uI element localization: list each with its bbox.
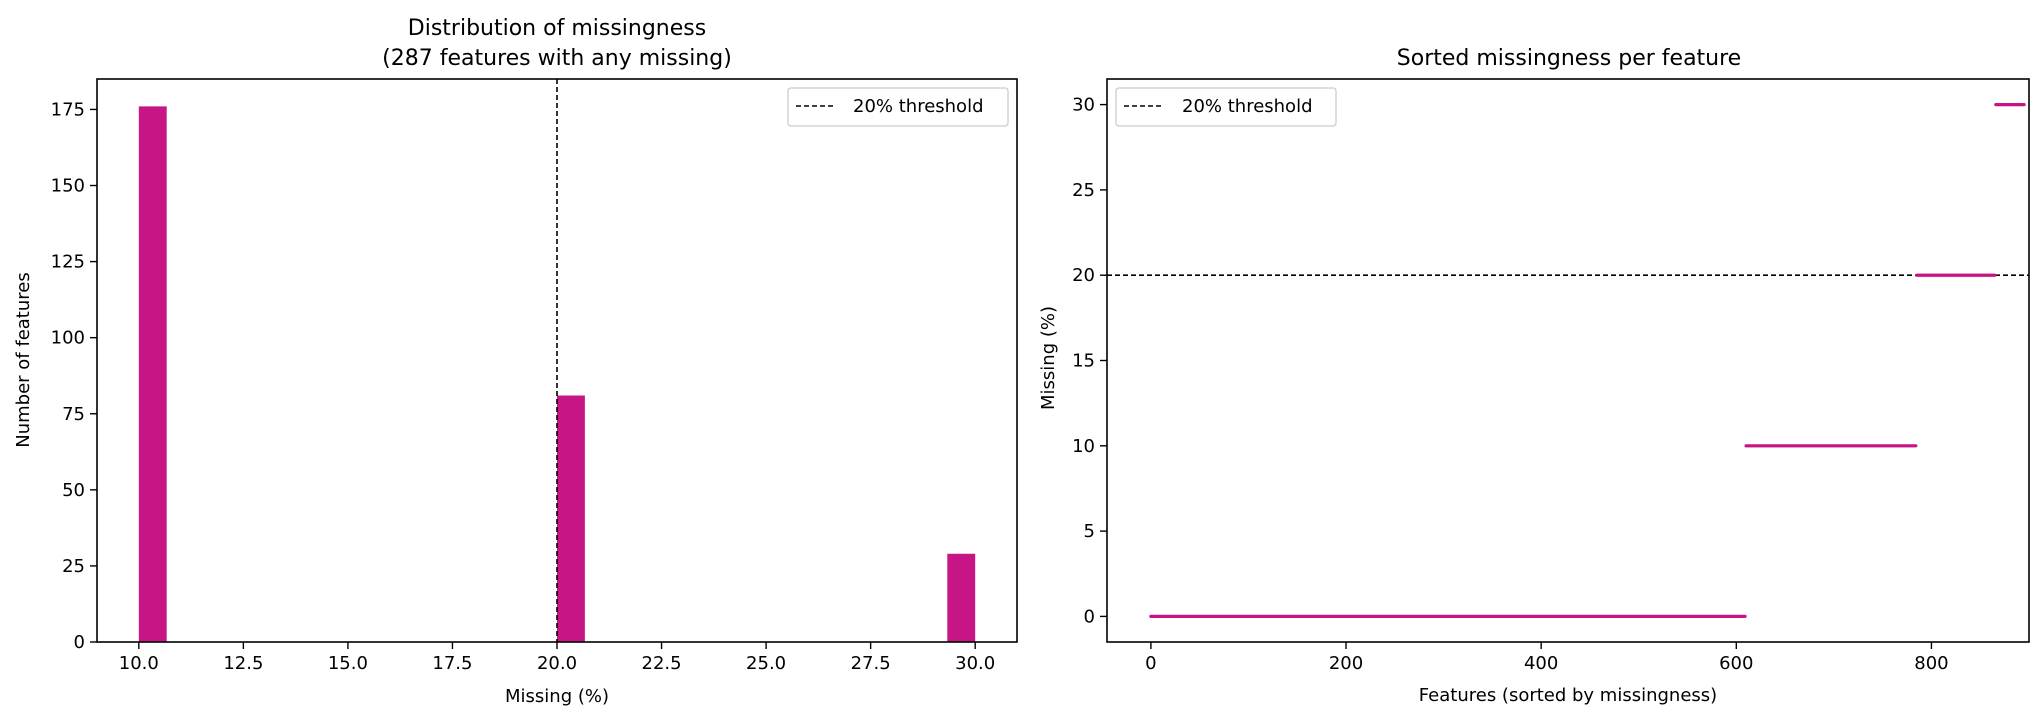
chart1-x-tick-label: 12.5 (223, 653, 263, 674)
chart2-plot-frame (1106, 78, 2030, 643)
chart2-x-tick-label: 200 (1329, 653, 1363, 674)
data-point (1993, 273, 1997, 277)
points-group-3 (1994, 102, 2026, 107)
histogram-bar-0 (138, 106, 167, 643)
chart2-y-tick-label: 20 (1072, 265, 1095, 286)
chart2-x-tick-label: 0 (1145, 653, 1156, 674)
chart1-y-tick-label: 100 (51, 328, 85, 349)
chart1-y-tick-label: 0 (74, 632, 85, 653)
chart1-x-axis-label: Missing (%) (505, 686, 609, 707)
chart1-y-ticks: 0 25 50 75 100 125 150 175 (51, 99, 97, 653)
chart2-x-tick-label: 400 (1524, 653, 1558, 674)
chart2-y-tick-label: 30 (1072, 95, 1095, 116)
chart2-legend: 20% threshold (1115, 87, 1337, 127)
data-point (1743, 614, 1747, 619)
chart1-legend-label: 20% threshold (853, 96, 984, 117)
chart1-y-tick-label: 25 (62, 556, 85, 577)
chart1-y-tick-label: 175 (51, 99, 85, 120)
chart2-x-axis-label: Features (sorted by missingness) (1419, 685, 1717, 706)
chart1-x-tick-label: 10.0 (119, 653, 159, 674)
chart2-x-tick-label: 800 (1914, 653, 1948, 674)
points-group-0 (1149, 614, 1747, 619)
chart1-bars (138, 106, 976, 643)
chart1-y-tick-label: 125 (51, 252, 85, 273)
chart1-x-tick-label: 15.0 (328, 653, 368, 674)
chart2-y-ticks: 0 5 10 15 20 25 30 (1072, 95, 1107, 627)
chart1-title-line1: Distribution of missingness (408, 16, 706, 41)
chart2-title: Sorted missingness per feature (1397, 46, 1741, 71)
histogram-chart: Distribution of missingness (287 feature… (13, 16, 1018, 707)
chart1-y-tick-label: 75 (62, 404, 85, 425)
chart2-y-tick-label: 25 (1072, 180, 1095, 201)
chart1-x-tick-label: 17.5 (432, 653, 472, 674)
chart1-title-line2: (287 features with any missing) (382, 46, 732, 71)
chart1-y-axis-label: Number of features (13, 272, 34, 447)
chart1-x-tick-label: 25.0 (746, 653, 786, 674)
chart2-legend-box (1115, 87, 1337, 127)
chart1-y-tick-label: 150 (51, 176, 85, 197)
chart2-y-tick-label: 0 (1084, 606, 1095, 627)
points-group-1 (1744, 444, 1918, 448)
chart1-x-ticks: 10.0 12.5 15.0 17.5 20.0 22.5 25.0 27.5 30.0 (119, 642, 995, 674)
points-group-2 (1915, 273, 1997, 277)
chart2-points (1149, 102, 2026, 619)
chart1-x-tick-label: 20.0 (537, 653, 577, 674)
chart2-x-tick-label: 600 (1719, 653, 1753, 674)
chart2-y-tick-label: 15 (1072, 351, 1095, 372)
chart1-y-tick-label: 50 (62, 480, 85, 501)
chart2-y-tick-label: 10 (1072, 436, 1095, 457)
chart2-legend-label: 20% threshold (1182, 96, 1313, 117)
chart1-x-tick-label: 27.5 (851, 653, 891, 674)
chart2-y-tick-label: 5 (1084, 521, 1095, 542)
chart2-x-ticks: 0 200 400 600 800 (1145, 642, 1949, 674)
data-point (2022, 102, 2026, 107)
chart1-x-tick-label: 30.0 (955, 653, 995, 674)
chart1-legend-box (787, 87, 1009, 127)
chart2-y-axis-label: Missing (%) (1038, 306, 1059, 410)
sorted-missingness-chart: Sorted missingness per feature 0 200 400 60… (1038, 46, 2030, 706)
histogram-bar-2 (947, 553, 976, 642)
chart1-x-tick-label: 22.5 (642, 653, 682, 674)
data-point (1914, 444, 1918, 448)
histogram-bar-1 (557, 395, 585, 642)
chart1-legend: 20% threshold (787, 87, 1009, 127)
